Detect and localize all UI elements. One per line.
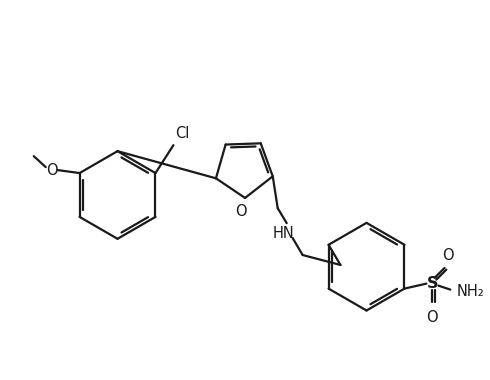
Text: O: O — [442, 248, 454, 263]
Text: O: O — [46, 163, 57, 177]
Text: HN: HN — [273, 226, 294, 241]
Text: S: S — [427, 276, 438, 291]
Text: O: O — [427, 310, 438, 325]
Text: O: O — [235, 204, 247, 219]
Text: NH₂: NH₂ — [456, 284, 484, 299]
Text: Cl: Cl — [175, 126, 190, 141]
